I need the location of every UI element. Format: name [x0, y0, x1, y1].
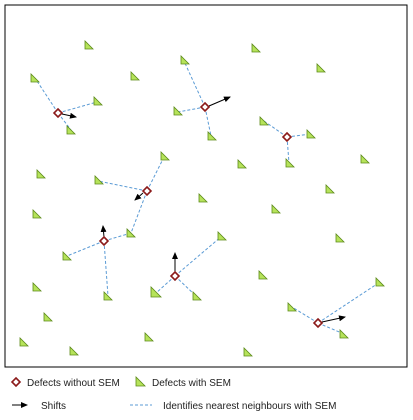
defects-with-sem-group: [19, 40, 385, 357]
defect-with-sem-marker: [144, 332, 154, 342]
defect-with-sem-marker: [32, 209, 42, 219]
legend-defects-with-sem: Defects with SEM: [152, 378, 231, 389]
neighbour-line: [57, 112, 72, 131]
shift-arrow: [321, 315, 346, 323]
neighbour-line: [146, 156, 165, 192]
defect-with-sem-marker: [217, 231, 227, 241]
neighbour-line: [155, 275, 176, 294]
right-triangle-marker-icon: [135, 376, 146, 387]
neighbour-line: [177, 106, 206, 113]
legend-nearest-neighbours: Identifies nearest neighbours with SEM: [163, 401, 336, 412]
defect-with-sem-marker: [103, 291, 113, 301]
shift-arrows-group: [61, 96, 346, 323]
defect-with-sem-marker: [150, 286, 162, 298]
defect-with-sem-marker: [360, 154, 370, 164]
defect-with-sem-marker: [84, 40, 94, 50]
defect-with-sem-marker: [375, 277, 385, 287]
defect-with-sem-marker: [339, 329, 349, 339]
defect-with-sem-marker: [335, 233, 345, 243]
defect-with-sem-marker: [251, 43, 261, 53]
shift-arrow: [208, 96, 231, 107]
defect-with-sem-marker: [69, 346, 79, 356]
defect-with-sem-marker: [160, 151, 170, 161]
defect-without-sem-marker: [281, 131, 293, 143]
defect-with-sem-marker: [173, 106, 183, 116]
defect-with-sem-marker: [285, 158, 295, 168]
neighbour-line: [317, 281, 381, 324]
neighbour-line: [103, 240, 109, 297]
neighbour-line: [291, 306, 319, 324]
legend-shifts: Shifts: [41, 401, 66, 412]
defect-with-sem-marker: [43, 312, 53, 322]
shift-arrow: [134, 192, 144, 201]
diamond-marker-icon: [10, 376, 22, 388]
defect-without-sem-marker: [312, 317, 324, 329]
defect-with-sem-marker: [180, 55, 190, 65]
neighbour-line: [34, 77, 59, 114]
neighbour-line: [130, 190, 148, 234]
neighbour-lines: [34, 60, 381, 335]
defect-with-sem-marker: [207, 131, 217, 141]
defect-with-sem-marker: [126, 228, 136, 238]
defect-with-sem-marker: [306, 129, 316, 139]
legend: Defects without SEM Defects with SEM Shi…: [10, 376, 336, 412]
neighbour-line: [183, 60, 206, 108]
defect-with-sem-marker: [130, 71, 140, 81]
defect-with-sem-marker: [94, 175, 104, 185]
defect-with-sem-marker: [19, 337, 29, 347]
legend-defects-without-sem: Defects without SEM: [27, 378, 120, 389]
defect-with-sem-marker: [62, 251, 72, 261]
neighbour-line: [57, 101, 98, 114]
shift-arrow: [100, 225, 107, 238]
defect-with-sem-marker: [66, 125, 76, 135]
defect-with-sem-marker: [32, 282, 42, 292]
shift-arrow: [61, 112, 77, 119]
neighbour-line: [174, 235, 223, 277]
defect-with-sem-marker: [237, 159, 247, 169]
defect-with-sem-marker: [325, 184, 335, 194]
defect-with-sem-marker: [192, 291, 202, 301]
defect-with-sem-marker: [93, 96, 103, 106]
neighbour-line: [66, 240, 105, 257]
defect-without-sem-marker: [52, 107, 64, 119]
defect-with-sem-marker: [198, 193, 208, 203]
neighbour-line: [263, 120, 288, 138]
neighbour-line: [97, 180, 148, 192]
defect-with-sem-marker: [243, 347, 253, 357]
defect-with-sem-marker: [30, 73, 40, 83]
defect-with-sem-marker: [271, 204, 281, 214]
defect-without-sem-marker: [169, 270, 181, 282]
defect-without-sem-marker: [199, 101, 211, 113]
defect-with-sem-marker: [316, 63, 326, 73]
defect-without-sem-marker: [98, 235, 110, 247]
defect-with-sem-marker: [259, 116, 269, 126]
defects-without-sem-group: [52, 101, 324, 329]
defect-with-sem-marker: [287, 302, 297, 312]
defect-with-sem-marker: [36, 169, 46, 179]
neighbour-line: [286, 136, 290, 164]
defect-without-sem-marker: [141, 185, 153, 197]
defect-with-sem-marker: [258, 270, 268, 280]
plot-frame: [4, 4, 408, 368]
